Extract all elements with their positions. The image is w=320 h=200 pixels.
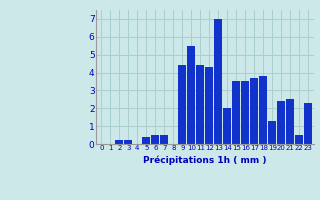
Bar: [286, 99, 294, 144]
Bar: [124, 140, 132, 144]
Bar: [304, 103, 312, 144]
Bar: [295, 135, 303, 144]
Bar: [259, 76, 267, 144]
Bar: [187, 46, 195, 144]
Bar: [115, 140, 124, 144]
Bar: [178, 65, 186, 144]
Bar: [223, 108, 231, 144]
Bar: [268, 121, 276, 144]
Bar: [250, 78, 258, 144]
Bar: [241, 81, 249, 144]
Bar: [205, 67, 213, 144]
X-axis label: Précipitations 1h ( mm ): Précipitations 1h ( mm ): [143, 156, 267, 165]
Bar: [151, 135, 159, 144]
Bar: [160, 135, 168, 144]
Bar: [214, 19, 222, 144]
Bar: [232, 81, 240, 144]
Bar: [142, 137, 150, 144]
Bar: [277, 101, 285, 144]
Bar: [196, 65, 204, 144]
